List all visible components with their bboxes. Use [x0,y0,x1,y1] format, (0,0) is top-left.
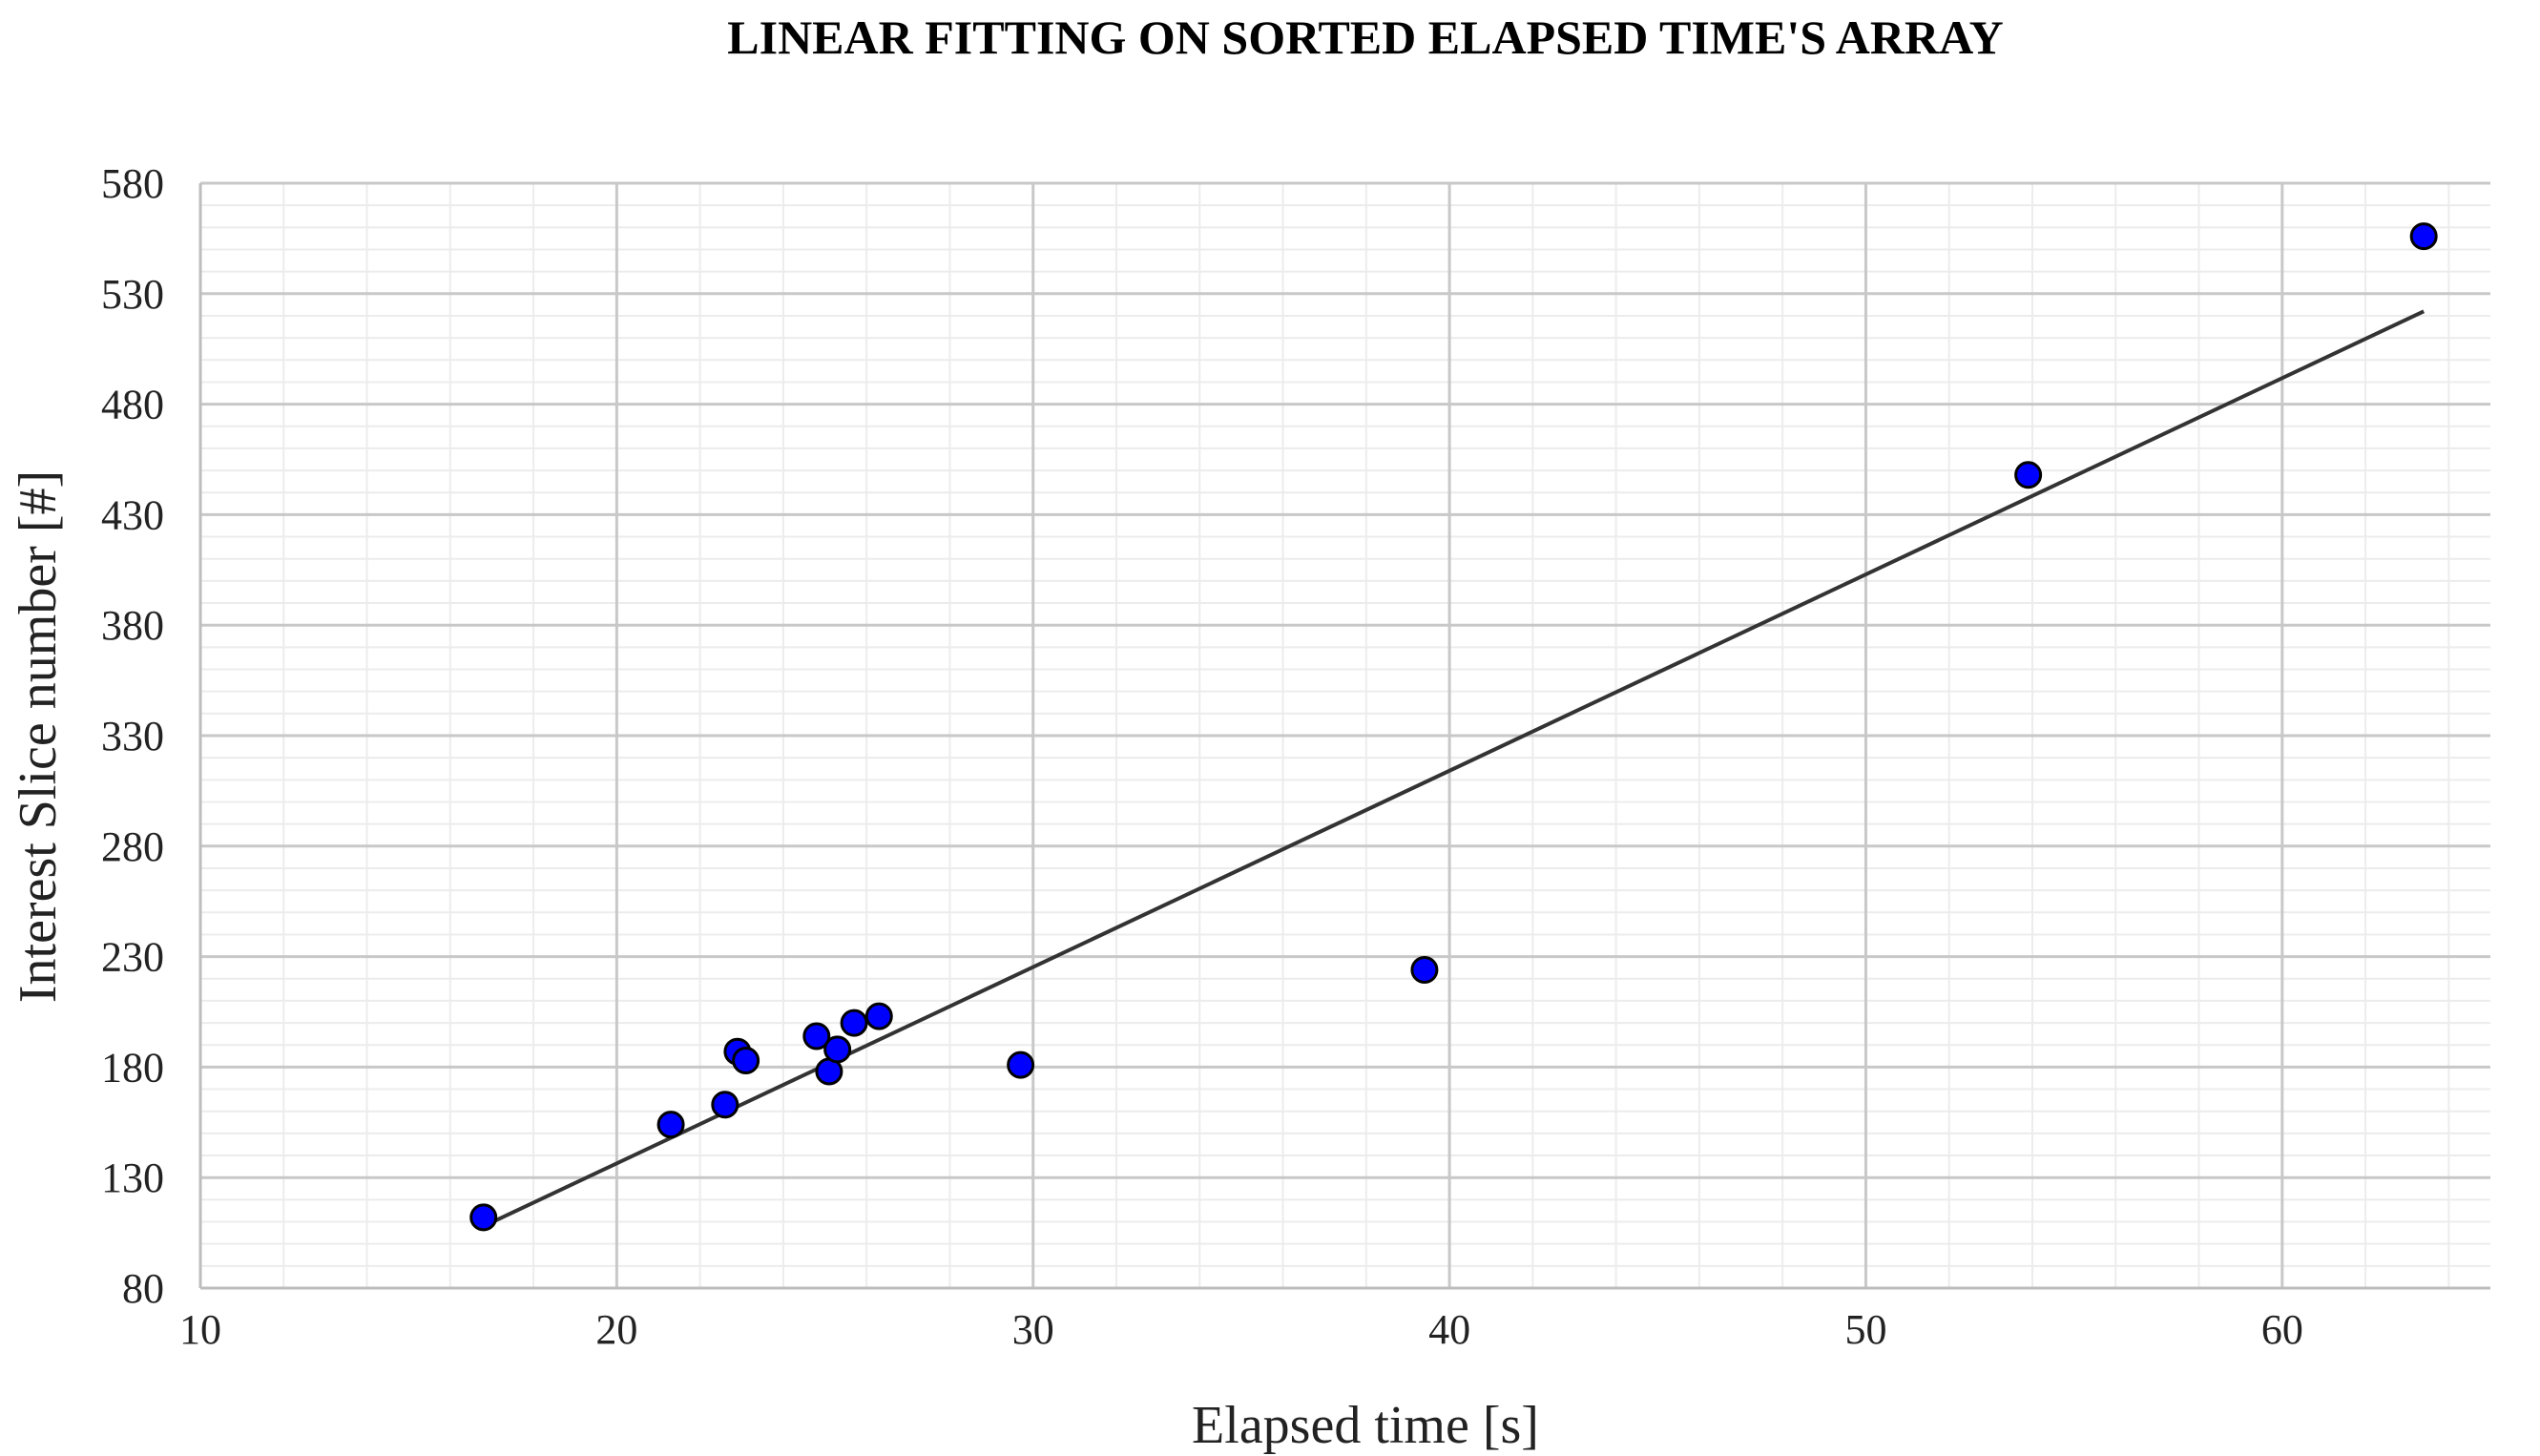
x-tick-label: 50 [1844,1306,1886,1353]
y-tick-label: 330 [101,713,164,759]
data-points [469,222,2438,1232]
data-point [2014,461,2043,489]
y-tick-label: 430 [101,491,164,538]
y-tick-label: 530 [101,271,164,318]
y-tick-label: 280 [101,823,164,870]
major-grid [198,181,2490,1290]
y-tick-label: 380 [101,602,164,649]
data-point [864,1002,893,1030]
y-tick-label: 480 [101,382,164,428]
x-tick-label: 40 [1428,1306,1470,1353]
axes [198,183,2490,1290]
data-point [1410,955,1439,984]
x-tick-label: 10 [179,1306,221,1353]
x-axis-title: Elapsed time [s] [1192,1396,1539,1455]
y-tick-label: 580 [101,160,164,207]
data-point [823,1035,852,1064]
x-tick-label: 20 [595,1306,637,1353]
data-point [840,1009,868,1037]
y-tick-label: 130 [101,1154,164,1201]
y-tick-label: 180 [101,1044,164,1091]
data-point [2409,222,2438,251]
x-tick-label: 30 [1012,1306,1054,1353]
x-tick-label: 60 [2261,1306,2303,1353]
data-point [711,1091,739,1119]
y-tick-label: 230 [101,934,164,981]
y-axis-title: Interest Slice number [#] [9,470,68,1003]
trendline-line [482,309,2425,1228]
y-tick-label: 80 [122,1265,164,1312]
x-tick-labels: 10 20 30 40 50 60 [179,1306,2303,1353]
y-tick-labels: 80 130 180 230 280 330 380 430 480 530 580 [101,160,164,1312]
trendline [482,309,2425,1228]
data-point [656,1111,685,1139]
data-point [732,1046,760,1074]
data-point [469,1203,498,1232]
chart-title: LINEAR FITTING ON SORTED ELAPSED TIME'S … [727,10,2003,64]
data-point [802,1022,831,1050]
data-point [1007,1050,1035,1079]
